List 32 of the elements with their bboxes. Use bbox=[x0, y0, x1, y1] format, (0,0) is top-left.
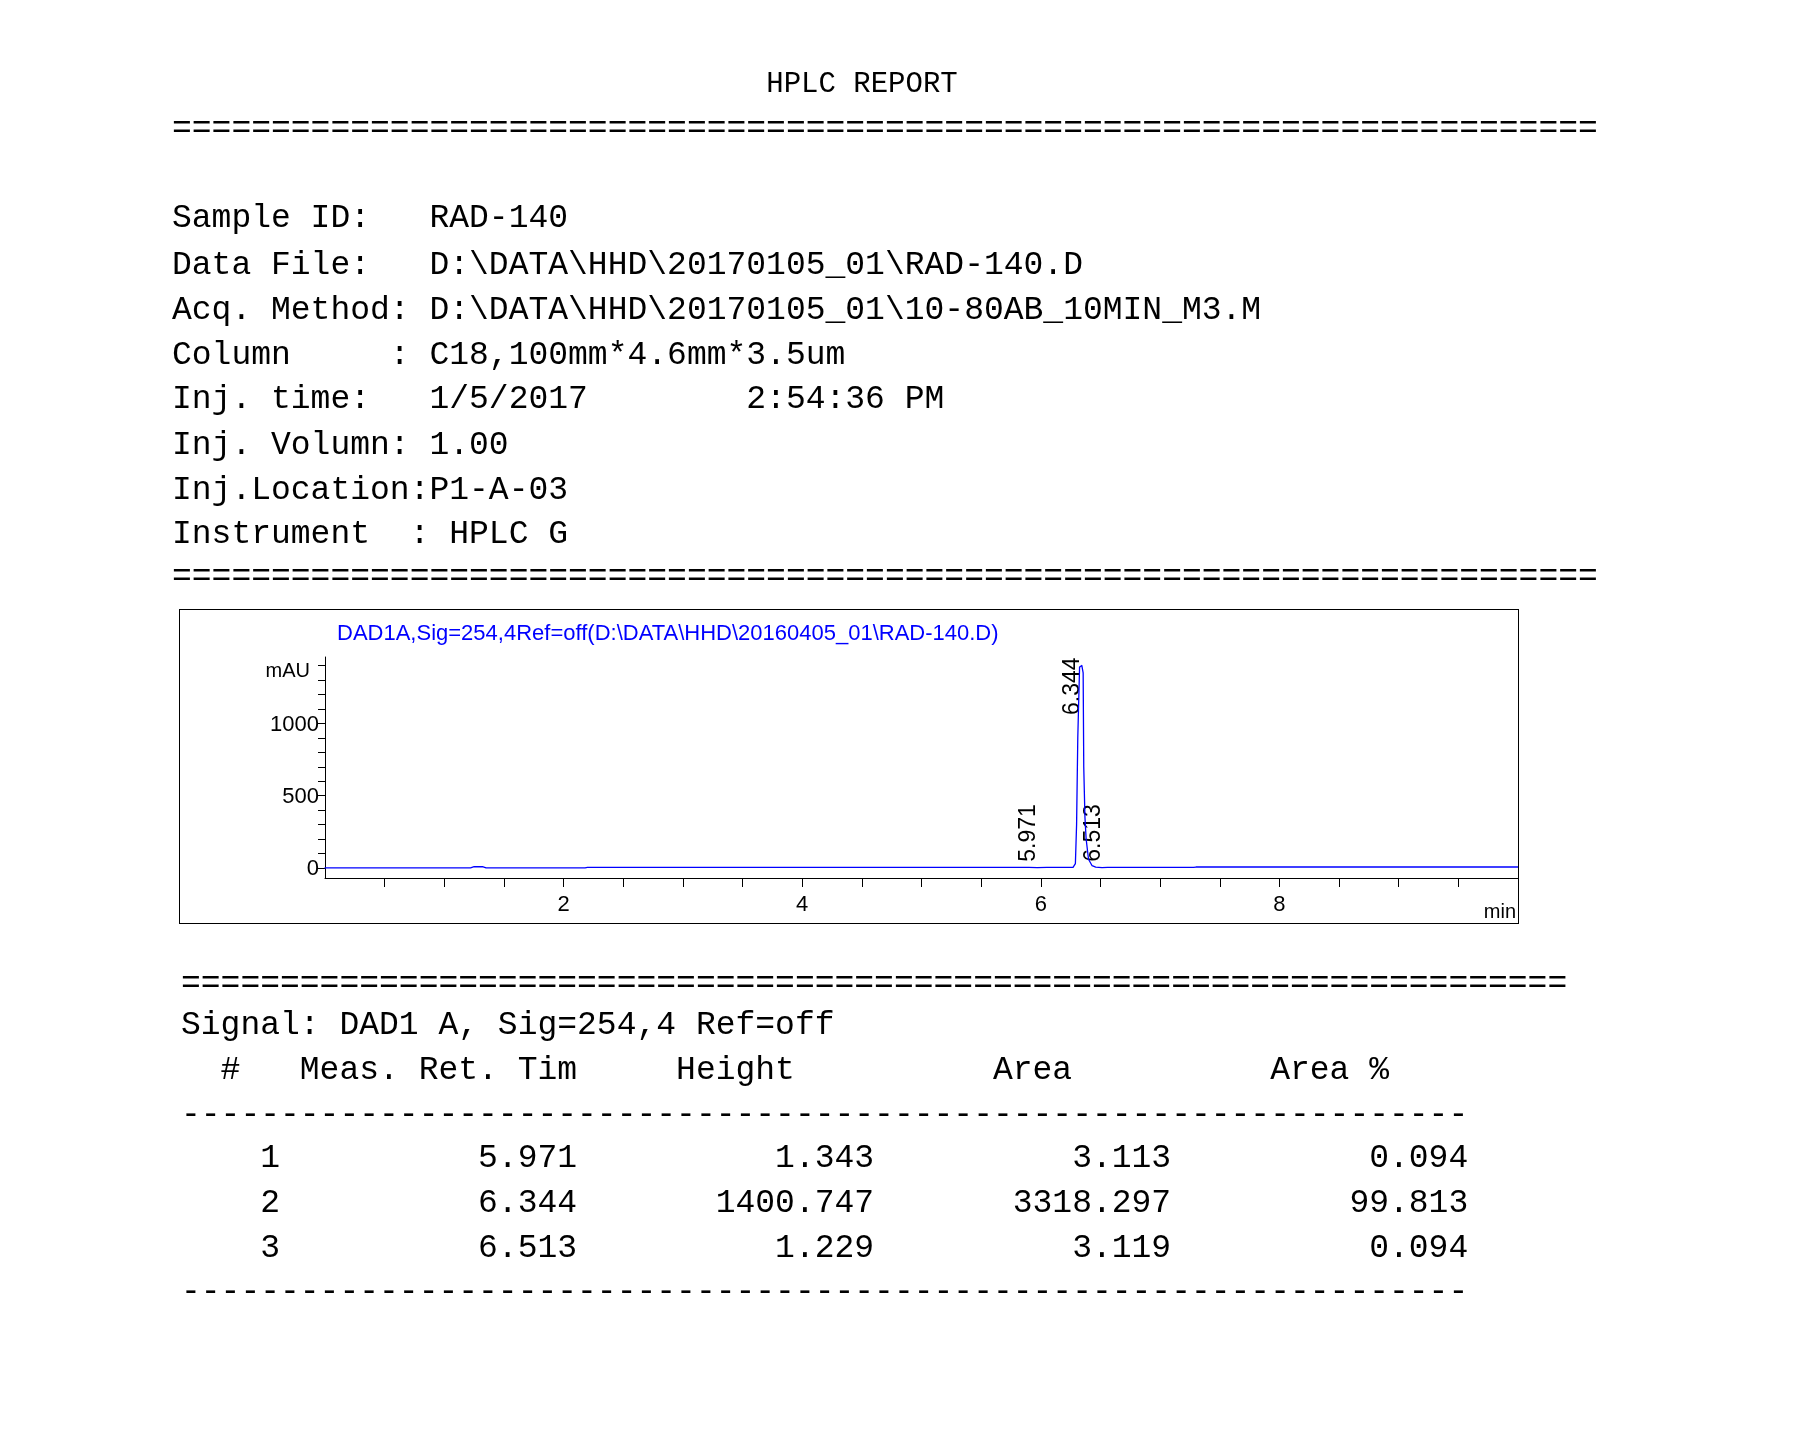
text: Sample ID: RAD-140 bbox=[172, 199, 569, 239]
annotation: 6.344 bbox=[1058, 657, 1085, 715]
text: Inj.Location:P1-A-03 bbox=[172, 471, 569, 511]
text: ======================================================================== bbox=[172, 558, 1598, 598]
chart-title: HPLC REPORT bbox=[765, 68, 959, 101]
annotation: 6.513 bbox=[1078, 804, 1105, 862]
text: Acq. Method: D:\DATA\HHD\20170105_01\10-80AB_10MIN_M3.M bbox=[172, 291, 1262, 331]
x-tick-label: 4 bbox=[796, 890, 809, 916]
y-tick-label: 1000 bbox=[270, 710, 319, 736]
text: Signal: DAD1 A, Sig=254,4 Ref=off bbox=[181, 1006, 835, 1046]
text: # Meas. Ret. Tim Height Area Area % bbox=[219, 1051, 1389, 1091]
annotation: 5.971 bbox=[1013, 804, 1040, 862]
x-tick-label: 8 bbox=[1273, 890, 1286, 916]
y-tick-label: 0 bbox=[306, 855, 319, 881]
x-axis-title: min bbox=[1483, 900, 1517, 922]
x-tick-label: 6 bbox=[1034, 890, 1047, 916]
text: ----------------------------------------------------------------- bbox=[181, 1096, 1469, 1136]
x-tick-label: 2 bbox=[557, 890, 570, 916]
text: Column : C18,100mm*4.6mm*3.5um bbox=[172, 336, 846, 376]
text: ----------------------------------------------------------------- bbox=[181, 1273, 1469, 1313]
text: ======================================================================== bbox=[172, 110, 1598, 150]
y-axis-title: mAU bbox=[265, 659, 310, 681]
y-tick-label: 500 bbox=[282, 783, 319, 809]
text: 3 6.513 1.229 3.119 0.094 bbox=[259, 1229, 1469, 1269]
text: Inj. time: 1/5/2017 2:54:36 PM bbox=[172, 380, 945, 420]
text: Instrument : HPLC G bbox=[172, 515, 569, 555]
text: 1 5.971 1.343 3.113 0.094 bbox=[259, 1139, 1469, 1179]
text: 2 6.344 1400.747 3318.297 99.813 bbox=[259, 1184, 1469, 1224]
text: ====================================================================== bbox=[181, 965, 1568, 1005]
text: Inj. Volumn: 1.00 bbox=[172, 426, 509, 466]
text: Data File: D:\DATA\HHD\20170105_01\RAD-140.D bbox=[172, 246, 1083, 286]
chart-subtitle: DAD1A,Sig=254,4Ref=off(D:\DATA\HHD\20160405_01\RAD-140.D) bbox=[337, 619, 999, 645]
